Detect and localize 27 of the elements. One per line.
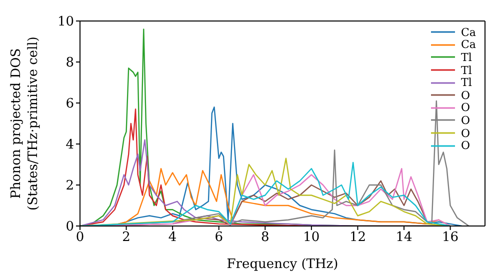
y-tick-label: 2 <box>66 178 74 194</box>
x-tick-label: 12 <box>349 230 366 246</box>
x-tick-label: 8 <box>261 230 270 246</box>
legend-label: Tl <box>461 50 472 64</box>
legend-label: O <box>461 101 470 114</box>
legend-label: Ca <box>461 26 476 39</box>
x-tick-label: 4 <box>168 230 177 246</box>
x-axis-title: Frequency (THz) <box>226 257 338 272</box>
x-tick-label: 10 <box>303 230 320 246</box>
x-tick-label: 14 <box>396 230 412 246</box>
legend-label: Tl <box>461 76 472 90</box>
x-tick-label: 2 <box>122 230 130 246</box>
x-tick-label: 6 <box>214 230 223 246</box>
y-axis-title: Phonon projected DOS (States/THz·primitive cell) <box>9 36 41 211</box>
legend-label: O <box>461 139 470 152</box>
y-tick-label: 10 <box>57 14 74 30</box>
legend-label: O <box>461 114 470 127</box>
legend-label: O <box>461 126 470 140</box>
y-tick-label: 0 <box>66 220 74 235</box>
legend-label: Ca <box>461 38 476 52</box>
y-tick-label: 6 <box>66 96 74 112</box>
x-tick-label: 16 <box>442 230 459 246</box>
legend-label: Tl <box>461 64 472 77</box>
y-tick-label: 4 <box>66 138 74 153</box>
legend-label: O <box>461 88 470 102</box>
x-tick-label: 0 <box>76 230 84 246</box>
y-tick-label: 8 <box>66 56 74 71</box>
